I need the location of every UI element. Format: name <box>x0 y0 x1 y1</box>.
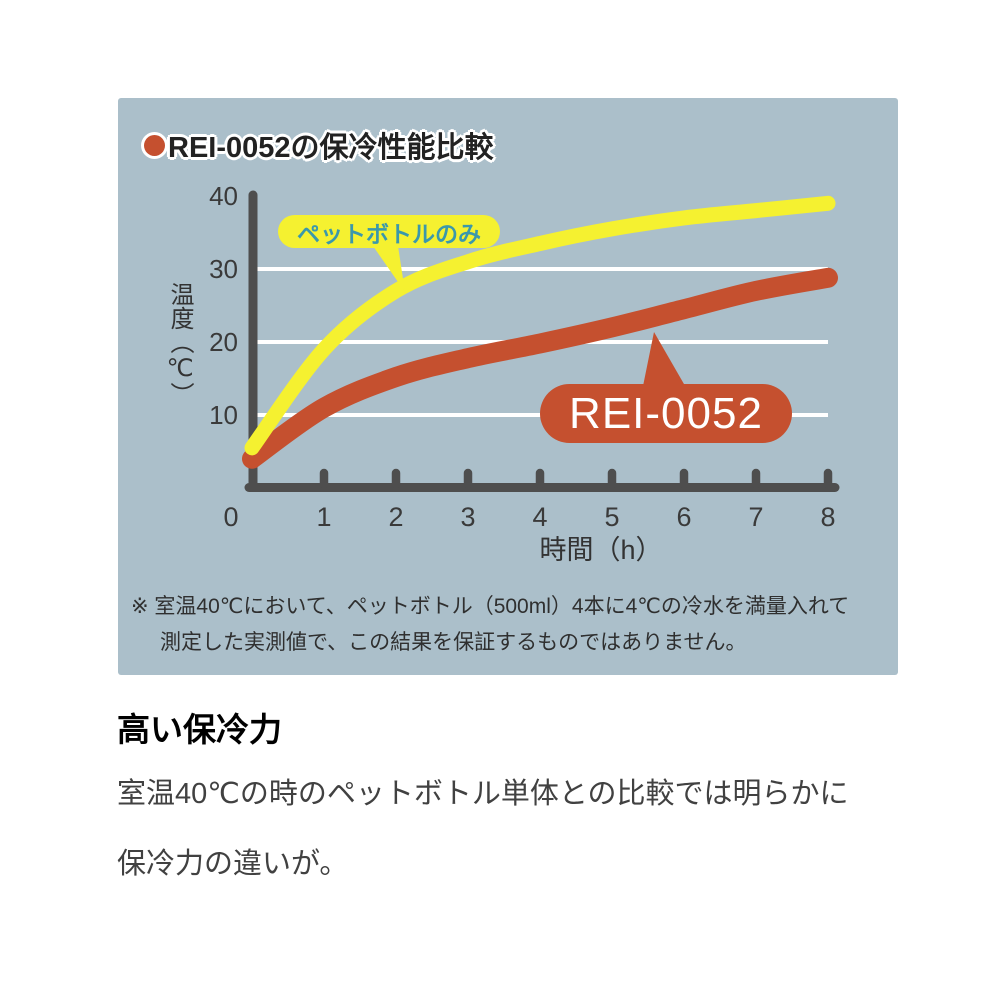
callout-pet-bottle-label: ペットボトルのみ <box>297 220 481 247</box>
footnote-line-2: 測定した実測値で、この結果を保証するものではありません。 <box>160 631 747 654</box>
x-tick-label-8: 8 <box>820 502 835 532</box>
caption-body-line-2: 保冷力の違いが。 <box>117 848 349 880</box>
cooling-performance-panel: 10 20 30 40 0 1 2 3 4 5 6 7 8 REI-0052の保冷性能比較 温度（℃） … <box>118 98 898 675</box>
y-axis-label: 温度（℃） <box>166 282 193 406</box>
caption-body-line-1: 室温40℃の時のペットボトル単体との比較では明らかに <box>117 778 849 810</box>
x-axis-label: 時間（h） <box>539 535 663 565</box>
callout-pet-bottle: ペットボトルのみ <box>278 215 500 248</box>
curve-pet-bottle-only <box>244 195 836 456</box>
title-bullet-icon <box>144 134 165 156</box>
x-tick-label-3: 3 <box>460 502 475 532</box>
callout-rei-0052-label: REI-0052 <box>569 388 763 438</box>
x-tick-label-6: 6 <box>676 502 691 532</box>
y-tick-label-10: 10 <box>209 400 238 430</box>
x-tick-label-0: 0 <box>223 502 238 532</box>
y-tick-label-20: 20 <box>209 327 238 357</box>
comparison-chart: 10 20 30 40 0 1 2 3 4 5 6 7 8 <box>209 181 840 532</box>
callout-rei-0052-tail <box>642 332 688 391</box>
callout-rei-0052: REI-0052 <box>540 384 792 443</box>
y-tick-label-30: 30 <box>209 254 238 284</box>
x-tick-label-7: 7 <box>748 502 763 532</box>
chart-title: REI-0052の保冷性能比較 <box>144 124 494 166</box>
y-tick-label-40: 40 <box>209 181 238 211</box>
footnote-line-1: ※ 室温40℃において、ペットボトル（500ml）4本に4℃の冷水を満量入れて <box>131 595 850 618</box>
x-tick-label-5: 5 <box>604 502 619 532</box>
footnote: ※ 室温40℃において、ペットボトル（500ml）4本に4℃の冷水を満量入れて … <box>131 589 891 661</box>
x-tick-label-2: 2 <box>388 502 403 532</box>
chart-title-text: REI-0052の保冷性能比較 <box>168 132 494 164</box>
curve-rei-0052 <box>242 267 838 469</box>
callout-pet-bottle-tail <box>373 246 405 292</box>
x-tick-label-1: 1 <box>316 502 331 532</box>
x-tick-label-4: 4 <box>532 502 547 532</box>
caption-heading: 高い保冷力 <box>117 711 282 748</box>
